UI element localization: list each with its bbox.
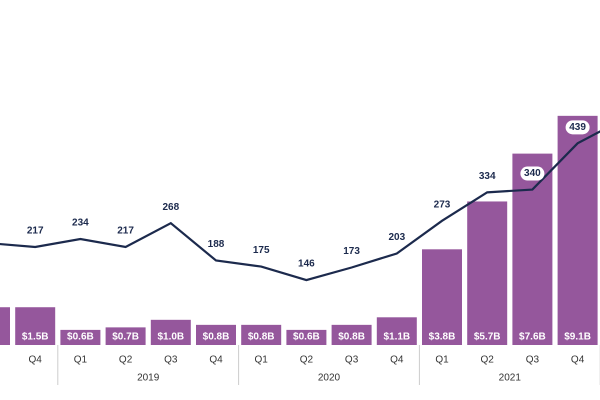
x-tick-label: Q2 bbox=[481, 355, 495, 366]
line-label: 340 bbox=[524, 168, 541, 179]
bar bbox=[286, 329, 327, 345]
bar bbox=[0, 307, 10, 345]
line bbox=[0, 130, 600, 282]
x-tick-label: Q1 bbox=[435, 355, 449, 366]
line-label: 234 bbox=[72, 218, 89, 229]
bar-label: $0.6B bbox=[293, 332, 320, 343]
line-label: 175 bbox=[253, 245, 270, 256]
label-bg bbox=[339, 244, 364, 259]
bar-label: $1.1B bbox=[383, 332, 410, 343]
group-label: 2021 bbox=[499, 373, 522, 384]
bar bbox=[196, 324, 236, 345]
label-bg bbox=[204, 237, 228, 252]
x-tick-label: Q4 bbox=[571, 355, 585, 366]
bar-label: $3.8B bbox=[429, 332, 456, 343]
bar bbox=[105, 327, 146, 345]
x-tick-label: Q3 bbox=[345, 355, 359, 366]
x-tick-label: Q1 bbox=[255, 355, 269, 366]
x-tick-label: Q4 bbox=[29, 355, 43, 366]
group-label: 2020 bbox=[318, 373, 341, 384]
line-label: 217 bbox=[117, 226, 134, 237]
label-bg bbox=[249, 243, 274, 258]
label-bg bbox=[565, 120, 590, 135]
bar-label: $0.8B bbox=[248, 332, 275, 343]
bar bbox=[241, 324, 282, 345]
line-label: 203 bbox=[388, 232, 405, 243]
x-tick-label: Q3 bbox=[164, 355, 178, 366]
line-label: 146 bbox=[298, 259, 315, 270]
bar-label: $7.6B bbox=[519, 332, 546, 343]
label-bg bbox=[520, 166, 545, 181]
bar bbox=[422, 249, 462, 345]
bar bbox=[150, 319, 191, 345]
bar bbox=[467, 201, 508, 345]
x-tick-label: Q1 bbox=[74, 355, 88, 366]
bar-label: $0.8B bbox=[203, 332, 230, 343]
bar-label: $1.5B bbox=[22, 332, 49, 343]
bar-label: $9.1B bbox=[564, 332, 591, 343]
bar bbox=[512, 153, 553, 345]
label-bg bbox=[384, 230, 409, 245]
label-bg bbox=[68, 216, 93, 231]
x-tick-label: Q3 bbox=[526, 355, 540, 366]
bar bbox=[60, 329, 101, 345]
line-label: 268 bbox=[162, 202, 179, 213]
x-tick-label: Q2 bbox=[119, 355, 133, 366]
label-bg bbox=[113, 223, 138, 238]
label-bg bbox=[158, 200, 183, 215]
line-label: 217 bbox=[27, 226, 44, 237]
bar-label: $0.6B bbox=[67, 332, 94, 343]
bar-label: $1.0B bbox=[157, 332, 184, 343]
label-bg bbox=[430, 197, 454, 212]
x-tick-label: Q2 bbox=[300, 355, 314, 366]
bar-label: $5.7B bbox=[474, 332, 501, 343]
line-label: 173 bbox=[343, 246, 360, 257]
bar bbox=[557, 115, 598, 345]
bar bbox=[376, 317, 417, 345]
line-label: 273 bbox=[434, 199, 451, 210]
label-bg bbox=[23, 223, 48, 238]
bar-label: $0.8B bbox=[338, 332, 365, 343]
line-label: 439 bbox=[569, 122, 586, 133]
line-label: 188 bbox=[208, 239, 225, 250]
bar-label: $0.7B bbox=[112, 332, 139, 343]
bar bbox=[331, 324, 372, 345]
line-label: 334 bbox=[479, 171, 496, 182]
label-bg bbox=[475, 169, 500, 184]
group-label: 2019 bbox=[137, 373, 160, 384]
x-tick-label: Q4 bbox=[390, 355, 404, 366]
bar bbox=[15, 307, 56, 345]
x-tick-label: Q4 bbox=[209, 355, 223, 366]
label-bg bbox=[294, 257, 319, 272]
